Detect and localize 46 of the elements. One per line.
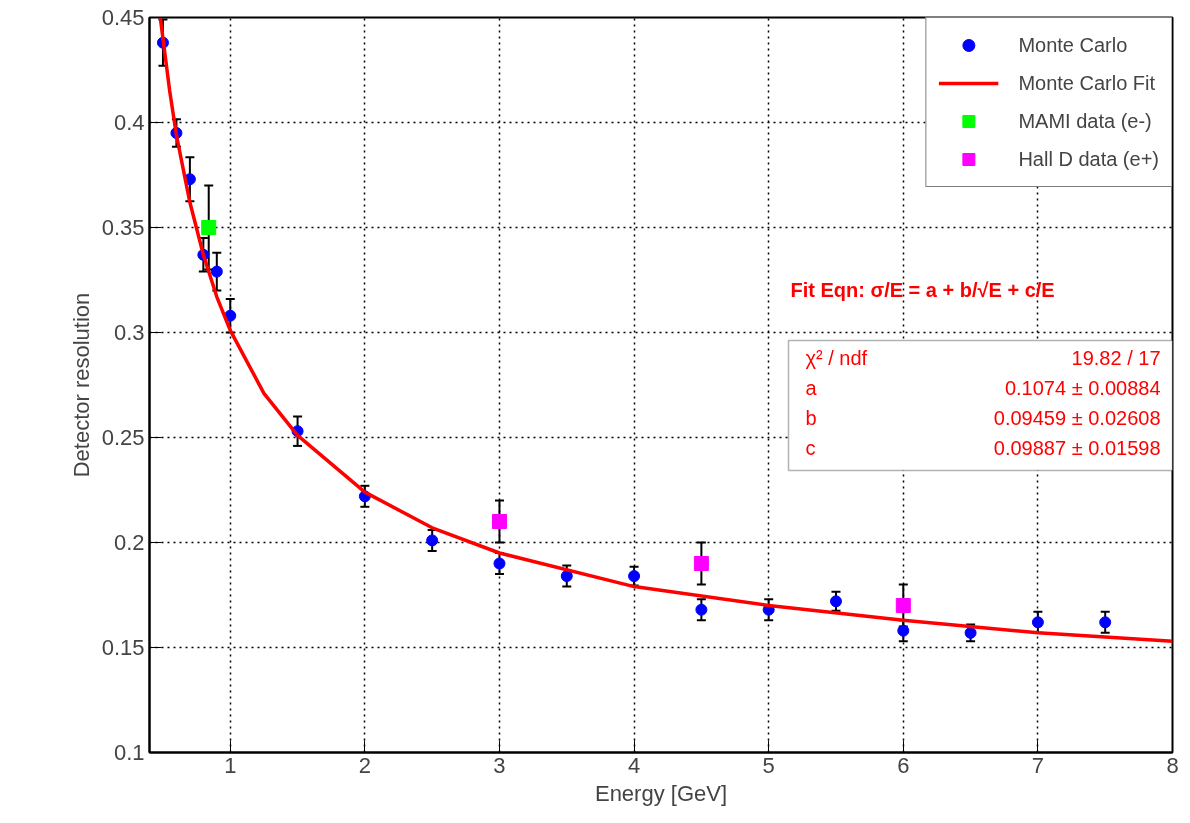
y-tick-label: 0.2: [113, 530, 145, 555]
annotation: c: [805, 436, 816, 459]
x-tick-label: 6: [897, 752, 910, 778]
line-series: [158, 17, 1173, 643]
y-tick-label: 0.35: [101, 215, 145, 240]
annotation: χ² / ndf: [805, 346, 868, 369]
x-tick-label: 5: [762, 752, 775, 778]
annotation: 0.09459 ± 0.02608: [993, 406, 1161, 429]
x-tick-label: 3: [493, 752, 506, 778]
y-tick-label: 0.25: [101, 425, 145, 450]
point: [695, 603, 708, 616]
point: [895, 598, 911, 613]
annotation: 0.1074 ± 0.00884: [1004, 376, 1161, 399]
point: [1031, 616, 1044, 629]
annotation: b: [805, 406, 817, 429]
y-tick-label: 0.15: [101, 635, 145, 660]
y-tick-label: 0.4: [113, 110, 145, 135]
x-tick-label: 7: [1031, 752, 1045, 778]
legend-label: Monte Carlo: [1018, 33, 1128, 57]
annotation: a: [805, 376, 818, 399]
legend-label: MAMI data (e-): [1018, 109, 1152, 133]
x-tick-label: 1: [224, 752, 237, 778]
y-tick-label: 0.1: [113, 740, 145, 765]
point: [426, 534, 439, 547]
y-axis-title: Detector resolution: [68, 292, 94, 478]
x-axis-title: Energy [GeV]: [594, 780, 728, 806]
legend-label: Monte Carlo Fit: [1018, 71, 1156, 95]
annotation: Fit Eqn: σ/E = a + b/√E + c/E: [790, 278, 1055, 301]
x-tick-label: 2: [358, 752, 371, 778]
point: [560, 570, 573, 583]
y-tick-label: 0.45: [101, 5, 145, 30]
point: [493, 557, 506, 570]
point: [693, 556, 709, 571]
x-tick-label: 8: [1166, 752, 1179, 778]
annotation: 0.09887 ± 0.01598: [993, 436, 1161, 459]
y-tick-label: 0.3: [113, 320, 145, 345]
point: [628, 570, 641, 583]
point: [491, 514, 507, 529]
annotation: 19.82 / 17: [1071, 346, 1161, 369]
x-tick-label: 4: [627, 752, 641, 778]
point: [829, 595, 842, 608]
point: [201, 220, 217, 235]
legend-label: Hall D data (e+): [1018, 147, 1159, 171]
point: [897, 624, 910, 637]
point: [210, 265, 223, 278]
point: [1099, 616, 1112, 629]
